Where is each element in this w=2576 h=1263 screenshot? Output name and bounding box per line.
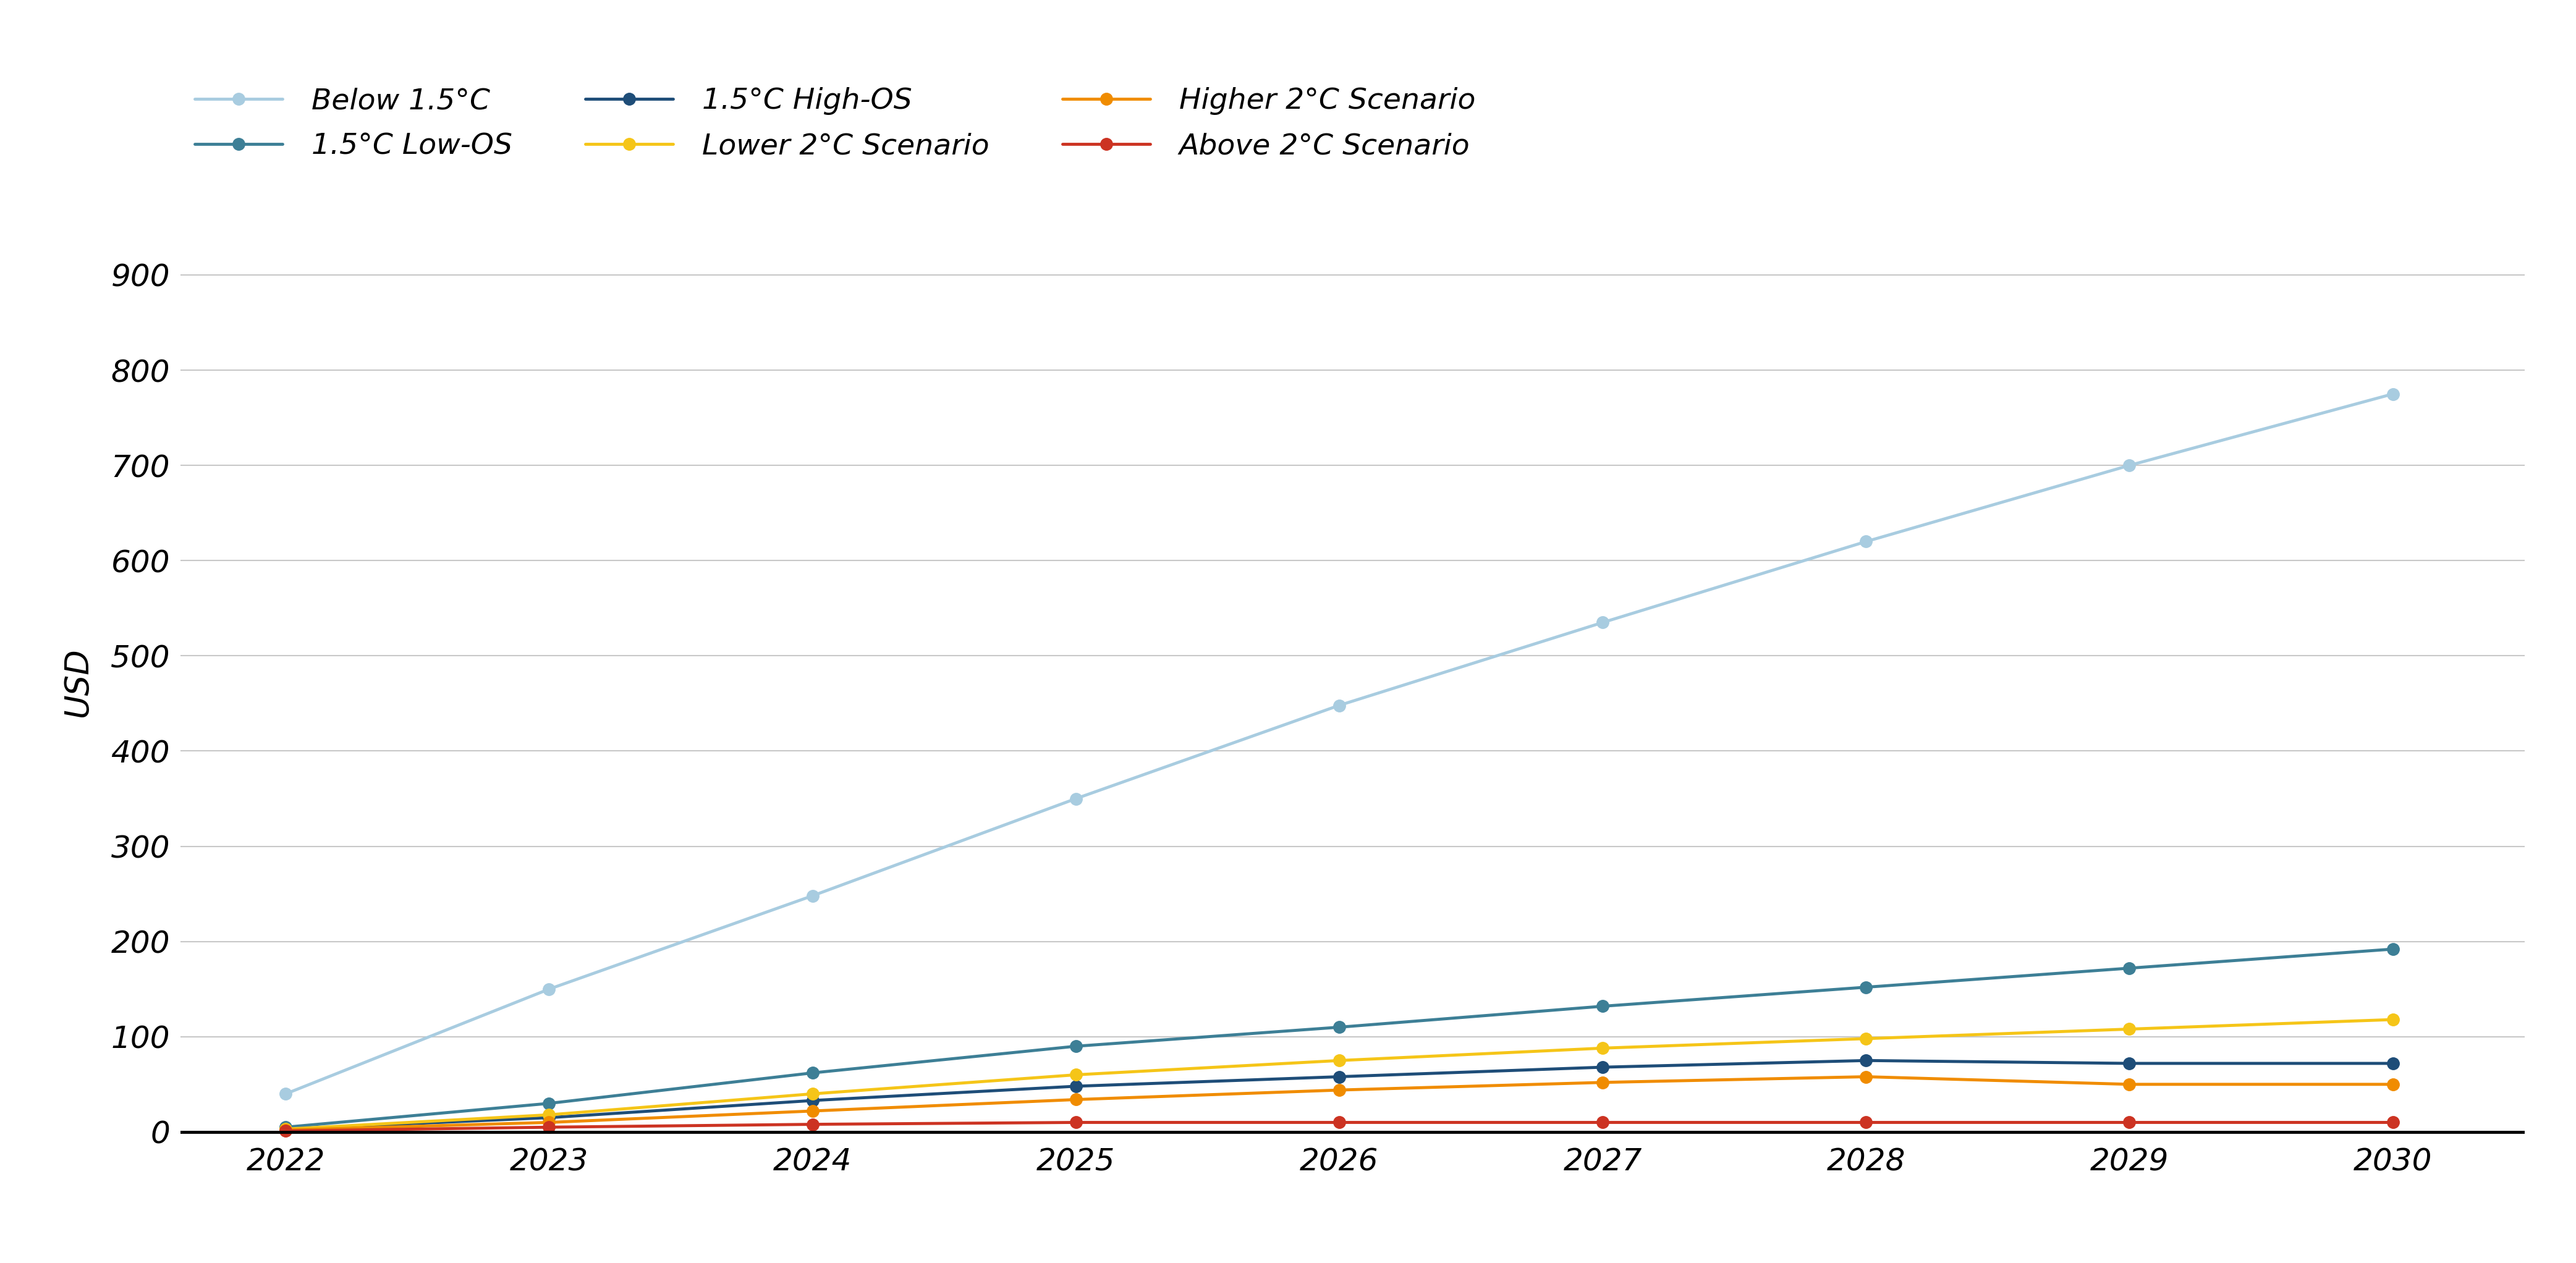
Higher 2°C Scenario [2378, 1077, 2409, 1092]
Higher 2°C Scenario [2115, 1077, 2146, 1092]
Above 2°C Scenario [1061, 1115, 1092, 1130]
1.5°C High-OS [533, 1110, 564, 1125]
1.5°C High-OS [1587, 1060, 1618, 1075]
Above 2°C Scenario [1324, 1115, 1355, 1130]
Line: 1.5°C High-OS: 1.5°C High-OS [281, 1055, 2398, 1135]
1.5°C High-OS [1061, 1079, 1092, 1094]
Lower 2°C Scenario [533, 1108, 564, 1123]
Above 2°C Scenario [796, 1116, 827, 1132]
Higher 2°C Scenario [533, 1115, 564, 1130]
Below 1.5°C [1061, 791, 1092, 806]
Lower 2°C Scenario [1324, 1053, 1355, 1068]
Lower 2°C Scenario [2378, 1012, 2409, 1027]
Line: Below 1.5°C: Below 1.5°C [281, 388, 2398, 1100]
1.5°C High-OS [796, 1092, 827, 1108]
Line: Lower 2°C Scenario: Lower 2°C Scenario [281, 1014, 2398, 1135]
Higher 2°C Scenario [796, 1104, 827, 1119]
Below 1.5°C [1324, 697, 1355, 712]
Below 1.5°C [796, 888, 827, 903]
Below 1.5°C [270, 1086, 301, 1101]
Higher 2°C Scenario [270, 1123, 301, 1138]
Above 2°C Scenario [2115, 1115, 2146, 1130]
Legend: Below 1.5°C, 1.5°C Low-OS, 1.5°C High-OS, Lower 2°C Scenario, Higher 2°C Scenari: Below 1.5°C, 1.5°C Low-OS, 1.5°C High-OS… [196, 87, 1476, 160]
Lower 2°C Scenario [1061, 1067, 1092, 1082]
1.5°C High-OS [2115, 1056, 2146, 1071]
1.5°C Low-OS [270, 1119, 301, 1134]
1.5°C Low-OS [1061, 1038, 1092, 1053]
1.5°C High-OS [2378, 1056, 2409, 1071]
1.5°C High-OS [1324, 1070, 1355, 1085]
1.5°C Low-OS [1587, 999, 1618, 1014]
Lower 2°C Scenario [270, 1122, 301, 1137]
Above 2°C Scenario [533, 1119, 564, 1134]
Above 2°C Scenario [1850, 1115, 1880, 1130]
Line: Higher 2°C Scenario: Higher 2°C Scenario [281, 1071, 2398, 1135]
Below 1.5°C [1587, 615, 1618, 630]
Line: 1.5°C Low-OS: 1.5°C Low-OS [281, 943, 2398, 1133]
Higher 2°C Scenario [1324, 1082, 1355, 1098]
Line: Above 2°C Scenario: Above 2°C Scenario [281, 1116, 2398, 1137]
1.5°C Low-OS [2115, 961, 2146, 976]
Lower 2°C Scenario [1850, 1031, 1880, 1046]
Higher 2°C Scenario [1850, 1070, 1880, 1085]
Lower 2°C Scenario [796, 1086, 827, 1101]
1.5°C High-OS [1850, 1053, 1880, 1068]
Higher 2°C Scenario [1587, 1075, 1618, 1090]
Below 1.5°C [2378, 386, 2409, 402]
1.5°C Low-OS [533, 1096, 564, 1111]
1.5°C Low-OS [1850, 980, 1880, 995]
Above 2°C Scenario [1587, 1115, 1618, 1130]
1.5°C Low-OS [1324, 1019, 1355, 1034]
Below 1.5°C [2115, 457, 2146, 472]
Lower 2°C Scenario [1587, 1041, 1618, 1056]
Above 2°C Scenario [2378, 1115, 2409, 1130]
Higher 2°C Scenario [1061, 1092, 1092, 1108]
Lower 2°C Scenario [2115, 1022, 2146, 1037]
Below 1.5°C [533, 981, 564, 997]
1.5°C High-OS [270, 1122, 301, 1137]
Above 2°C Scenario [270, 1123, 301, 1138]
Y-axis label: USD: USD [62, 647, 93, 717]
Below 1.5°C [1850, 534, 1880, 549]
1.5°C Low-OS [2378, 941, 2409, 956]
1.5°C Low-OS [796, 1065, 827, 1080]
